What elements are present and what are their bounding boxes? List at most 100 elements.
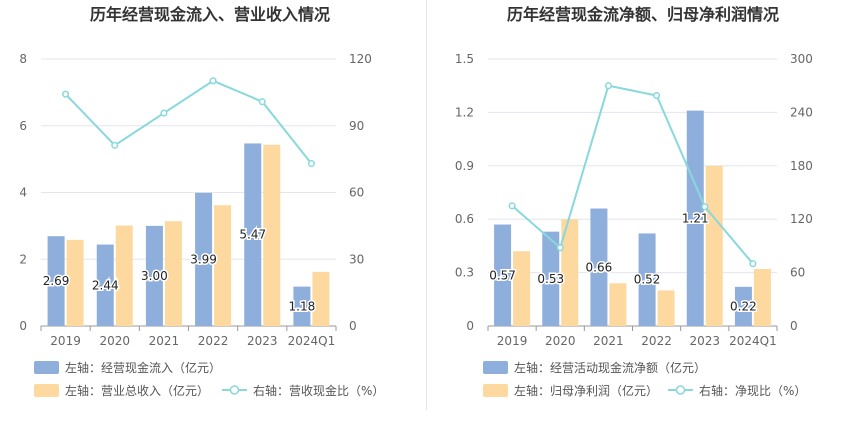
line-series [511,84,754,265]
x-tick-label: 2023 [247,334,278,348]
bar-series-2 [753,269,771,326]
bar-series-1 [293,286,311,326]
legend-label: 左轴：经营现金流入（亿元） [65,360,221,375]
line-point [749,260,757,268]
y-right-tick-label: 120 [349,52,372,66]
y-right-tick-label: 300 [790,52,813,66]
bar-series-2 [214,205,232,326]
bar-series-1 [47,236,65,326]
y-right-tick-label: 240 [790,105,813,119]
bar-series-1 [195,192,213,326]
x-tick-label: 2020 [545,334,576,348]
bar-series-2 [66,239,84,326]
y-left-tick-label: 6 [19,119,27,133]
bar-data-label: 1.21 [682,211,709,225]
bar-series-1 [145,225,163,326]
chart-divider [426,0,427,410]
y-left-tick-label: 1.5 [455,52,474,66]
bar-series-1 [590,208,608,326]
bar-series-1 [96,244,114,326]
y-right-tick-label: 0 [790,319,798,333]
y-right-tick-label: 90 [349,119,364,133]
legend-marker-series-3 [229,385,240,395]
bar-data-label: 2.44 [92,278,119,292]
bar-series-1 [542,231,560,326]
bar-series-2 [705,165,723,326]
bar-series-2 [312,271,330,326]
chart-title: 历年经营现金流入、营业收入情况 [90,5,330,24]
bar-data-label: 3.99 [190,252,217,266]
bar-series-2 [609,283,627,326]
cash-inflow-revenue-chart: 历年经营现金流入、营业收入情况 0 2 4 6 8 0 30 60 90 120 2019 2020 20… [19,5,384,398]
x-tick-label: 2022 [641,334,672,348]
line-point [307,160,315,168]
y-right-tick-label: 180 [790,159,813,173]
legend-swatch-series-1 [34,361,59,374]
bar-data-label: 0.53 [537,272,564,286]
bar-data-label: 0.66 [586,260,613,274]
line-series [64,79,313,165]
bar-series-1 [494,224,512,326]
y-left-tick-label: 4 [19,186,27,200]
legend-marker-series-3 [675,385,686,395]
y-right-tick-label: 60 [349,186,364,200]
line-point [62,90,70,98]
bar-series-1 [734,286,752,326]
bar-data-label: 0.57 [489,268,516,282]
y-left-tick-label: 0.9 [455,159,474,173]
x-tick-label: 2023 [689,334,720,348]
bar-data-label: 5.47 [239,228,266,242]
legend-label: 左轴：经营活动现金流净额（亿元） [514,360,706,375]
bar-data-label: 1.18 [289,299,316,313]
bar-series-2 [513,251,531,326]
legend-swatch-series-2 [34,384,59,397]
line-point [604,82,612,90]
y-left-tick-label: 0 [19,319,27,333]
y-right-tick-label: 30 [349,252,364,266]
net-cashflow-profit-chart: 历年经营现金流净额、归母净利润情况 0 0.3 0.6 0.9 1.2 1.5 0 60 120 1… [455,5,813,398]
x-tick-label: 2019 [497,334,528,348]
bar-series-2 [263,144,281,326]
legend-label: 左轴：营业总收入（亿元） [65,383,209,398]
y-left-tick-label: 2 [19,252,27,266]
line-point [209,77,217,85]
bar-data-label: 2.69 [43,274,70,288]
chart-title: 历年经营现金流净额、归母净利润情况 [507,5,779,24]
bar-series-2 [657,290,675,326]
y-right-tick-label: 0 [349,319,357,333]
x-tick-label: 2021 [149,334,180,348]
legend-swatch-series-2 [483,384,508,397]
legend-label: 右轴：净现比（%） [699,383,806,398]
bar-series-2 [115,225,133,326]
bar-series-1 [244,143,262,326]
line-point [556,244,564,252]
x-tick-label: 2020 [99,334,130,348]
bar-series-2 [164,221,182,326]
y-left-tick-label: 0.3 [455,266,474,280]
x-tick-label: 2024Q1 [288,334,336,348]
x-tick-label: 2022 [198,334,229,348]
x-tick-label: 2019 [50,334,81,348]
bar-series-1 [686,110,704,327]
y-left-tick-label: 8 [19,52,27,66]
legend-swatch-series-1 [483,361,508,374]
bar-series-1 [638,233,656,326]
line-point [111,141,119,149]
bar-series-2 [561,219,579,326]
y-right-tick-label: 60 [790,266,805,280]
bar-data-label: 0.22 [730,299,757,313]
bar-data-label: 3.00 [141,269,168,283]
x-tick-label: 2024Q1 [729,334,777,348]
legend-label: 右轴：营收现金比（%） [253,383,384,398]
line-point [653,91,661,100]
y-left-tick-label: 1.2 [455,105,474,119]
line-point [508,202,516,210]
y-left-tick-label: 0 [466,319,474,333]
x-tick-label: 2021 [593,334,624,348]
legend-label: 左轴：归母净利润（亿元） [514,383,658,398]
bar-data-label: 0.52 [634,273,661,287]
y-right-tick-label: 120 [790,212,813,226]
line-point [701,203,709,211]
y-left-tick-label: 0.6 [455,212,474,226]
